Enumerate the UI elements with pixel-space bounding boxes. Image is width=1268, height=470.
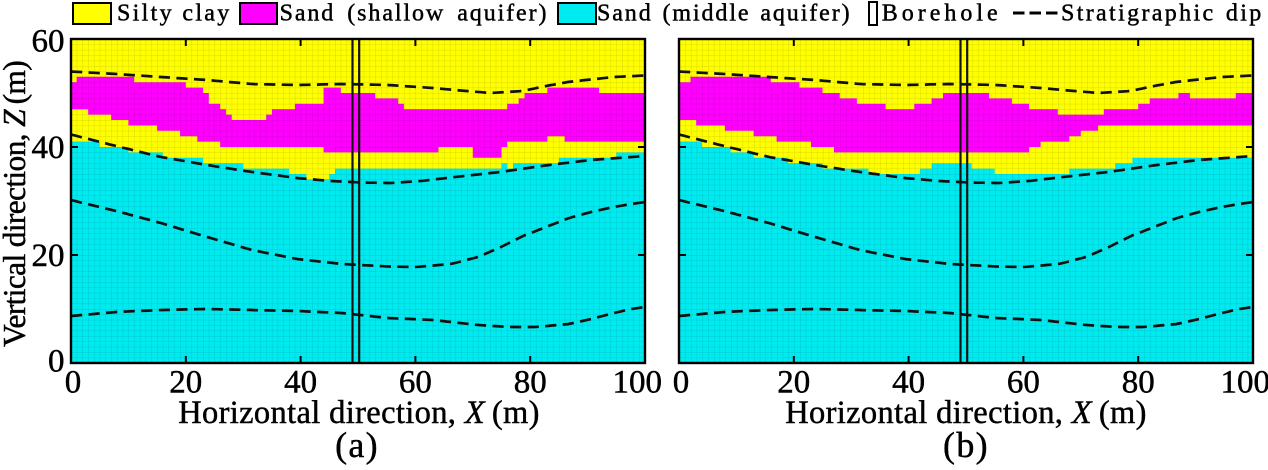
svg-text:60: 60 — [32, 24, 65, 60]
svg-text:Vertical direction, Z (m): Vertical direction, Z (m) — [0, 61, 32, 347]
svg-text:Sand (shallow aquifer): Sand (shallow aquifer) — [280, 1, 549, 27]
svg-text:100: 100 — [613, 365, 663, 401]
svg-text:(a): (a) — [335, 425, 379, 465]
svg-text:Silty clay: Silty clay — [117, 1, 232, 27]
svg-text:20: 20 — [169, 365, 202, 401]
svg-text:20: 20 — [32, 238, 65, 274]
svg-text:80: 80 — [1122, 365, 1155, 401]
svg-text:Borehole: Borehole — [882, 1, 1002, 27]
svg-text:0: 0 — [65, 365, 82, 401]
svg-text:20: 20 — [777, 365, 810, 401]
svg-text:40: 40 — [32, 130, 65, 166]
svg-text:Horizontal direction, X (m): Horizontal direction, X (m) — [178, 395, 540, 431]
svg-text:Horizontal direction, X (m): Horizontal direction, X (m) — [785, 395, 1147, 431]
svg-text:Stratigraphic dip: Stratigraphic dip — [1061, 1, 1264, 27]
svg-text:100: 100 — [1221, 365, 1268, 401]
svg-text:40: 40 — [284, 365, 317, 401]
svg-text:80: 80 — [514, 365, 547, 401]
svg-text:60: 60 — [399, 365, 432, 401]
svg-text:40: 40 — [892, 365, 925, 401]
svg-text:0: 0 — [673, 365, 690, 401]
svg-text:60: 60 — [1007, 365, 1040, 401]
svg-text:Sand (middle aquifer): Sand (middle aquifer) — [597, 1, 852, 27]
svg-text:(b): (b) — [943, 425, 989, 465]
svg-text:0: 0 — [48, 344, 65, 380]
